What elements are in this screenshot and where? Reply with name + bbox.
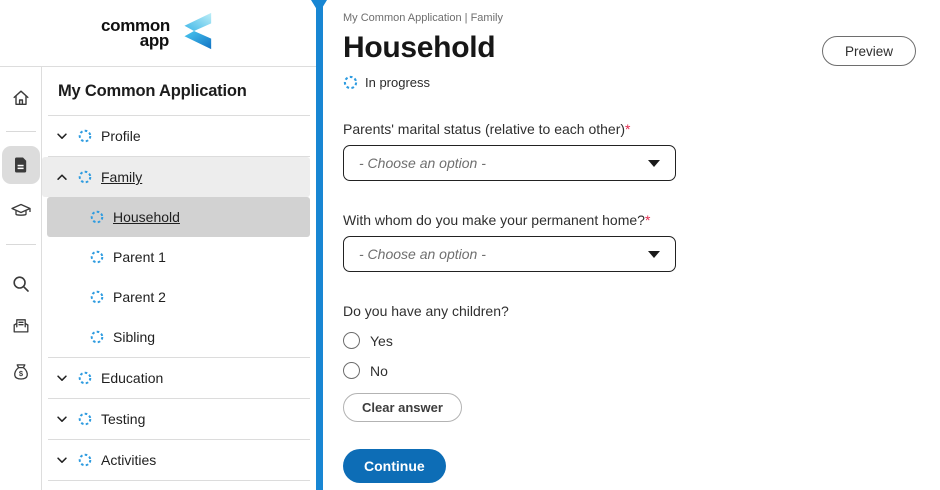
status-text: In progress bbox=[365, 75, 431, 90]
permanent-home-select[interactable]: - Choose an option - bbox=[343, 236, 676, 272]
rail-divider bbox=[5, 244, 36, 245]
in-progress-status-icon bbox=[78, 412, 92, 426]
logo-bar: common app bbox=[0, 0, 316, 67]
nav-divider bbox=[48, 115, 310, 116]
sidebar-item-label: Education bbox=[101, 370, 164, 386]
sidebar-item-label: Family bbox=[101, 169, 143, 185]
radio-option-no: No bbox=[343, 362, 916, 379]
question-label-marital-status: Parents' marital status (relative to eac… bbox=[343, 121, 916, 137]
education-icon[interactable] bbox=[2, 196, 40, 226]
select-placeholder: - Choose an option - bbox=[359, 246, 486, 262]
chevron-down-icon bbox=[57, 375, 67, 381]
required-asterisk: * bbox=[625, 121, 631, 137]
breadcrumb: My Common Application | Family bbox=[343, 12, 503, 24]
nav-divider bbox=[48, 398, 310, 399]
sidebar-item-family[interactable]: Family bbox=[42, 157, 310, 197]
question-label-children: Do you have any children? bbox=[343, 303, 916, 319]
common-app-mark-icon bbox=[173, 11, 215, 56]
marital-status-select[interactable]: - Choose an option - bbox=[343, 145, 676, 181]
chevron-down-icon bbox=[57, 457, 67, 463]
clear-answer-button[interactable]: Clear answer bbox=[343, 393, 462, 422]
in-progress-status-icon bbox=[78, 371, 92, 385]
in-progress-status-icon bbox=[78, 170, 92, 184]
sidebar-item-label: Parent 1 bbox=[113, 249, 166, 265]
rail-divider bbox=[5, 131, 36, 132]
preview-button[interactable]: Preview bbox=[821, 36, 916, 66]
chevron-down-icon bbox=[57, 416, 67, 422]
radio-option-yes: Yes bbox=[343, 332, 916, 349]
in-progress-status-icon bbox=[90, 210, 104, 224]
caret-down-icon bbox=[648, 250, 660, 258]
in-progress-status-icon bbox=[343, 75, 358, 90]
sidebar-item-household[interactable]: Household bbox=[47, 197, 310, 237]
sidebar-item-label: Testing bbox=[101, 411, 146, 427]
logo-line2: app bbox=[139, 31, 170, 50]
inbox-icon[interactable] bbox=[2, 311, 40, 341]
sidebar-item-education[interactable]: Education bbox=[42, 358, 316, 398]
sidebar-item-profile[interactable]: Profile bbox=[42, 116, 316, 156]
nav-divider bbox=[48, 357, 310, 358]
common-app-logo[interactable]: common app bbox=[101, 11, 215, 56]
svg-text:$: $ bbox=[18, 369, 23, 378]
question-label-permanent-home: With whom do you make your permanent hom… bbox=[343, 212, 916, 228]
sidebar-item-activities[interactable]: Activities bbox=[42, 440, 316, 480]
caret-down-icon bbox=[648, 159, 660, 167]
in-progress-status-icon bbox=[90, 250, 104, 264]
sidebar-item-label: Parent 2 bbox=[113, 289, 166, 305]
left-panel: common app bbox=[0, 0, 316, 490]
my-application-icon[interactable] bbox=[1, 146, 40, 184]
financial-aid-icon[interactable]: $ bbox=[2, 357, 40, 387]
no-radio-button[interactable] bbox=[343, 362, 360, 379]
page-title: Household bbox=[343, 31, 496, 64]
yes-radio-button[interactable] bbox=[343, 332, 360, 349]
home-icon[interactable] bbox=[2, 83, 40, 113]
main-content: My Common Application | Family Household… bbox=[323, 0, 940, 490]
sidebar-item-label: Activities bbox=[101, 452, 157, 468]
required-asterisk: * bbox=[644, 212, 651, 228]
sidebar-item-sibling[interactable]: Sibling bbox=[42, 317, 316, 357]
sidebar-item-label: Household bbox=[113, 209, 180, 225]
question-text: Do you have any children? bbox=[343, 303, 509, 319]
select-placeholder: - Choose an option - bbox=[359, 155, 486, 171]
radio-label: No bbox=[370, 362, 388, 379]
panel-body: $ My Common Application Profile bbox=[0, 67, 316, 490]
sidebar-item-parent-2[interactable]: Parent 2 bbox=[42, 277, 316, 317]
nav-divider bbox=[48, 439, 310, 440]
panel-splitter[interactable] bbox=[311, 0, 327, 490]
section-status: In progress bbox=[343, 75, 916, 90]
in-progress-status-icon bbox=[78, 453, 92, 467]
nav-heading: My Common Application bbox=[58, 81, 247, 100]
nav-divider bbox=[48, 480, 310, 481]
icon-rail: $ bbox=[0, 67, 42, 490]
logo-line1: common bbox=[100, 16, 171, 35]
sidebar-item-label: Sibling bbox=[113, 329, 156, 345]
sidebar-item-parent-1[interactable]: Parent 1 bbox=[42, 237, 316, 277]
question-text: Parents' marital status (relative to eac… bbox=[343, 121, 626, 137]
continue-button[interactable]: Continue bbox=[343, 449, 446, 483]
search-icon[interactable] bbox=[2, 269, 40, 299]
in-progress-status-icon bbox=[78, 129, 92, 143]
in-progress-status-icon bbox=[90, 290, 104, 304]
in-progress-status-icon bbox=[90, 330, 104, 344]
question-text: With whom do you make your permanent hom… bbox=[343, 212, 645, 228]
chevron-down-icon bbox=[57, 133, 67, 139]
splitter-handle-icon bbox=[311, 0, 327, 13]
application-nav: My Common Application Profile Family bbox=[42, 67, 316, 490]
logo-wordmark: common app bbox=[100, 16, 171, 50]
chevron-up-icon bbox=[57, 174, 67, 180]
nav-divider bbox=[48, 156, 310, 157]
sidebar-item-label: Profile bbox=[101, 128, 141, 144]
radio-label: Yes bbox=[370, 332, 393, 349]
sidebar-item-testing[interactable]: Testing bbox=[42, 399, 316, 439]
